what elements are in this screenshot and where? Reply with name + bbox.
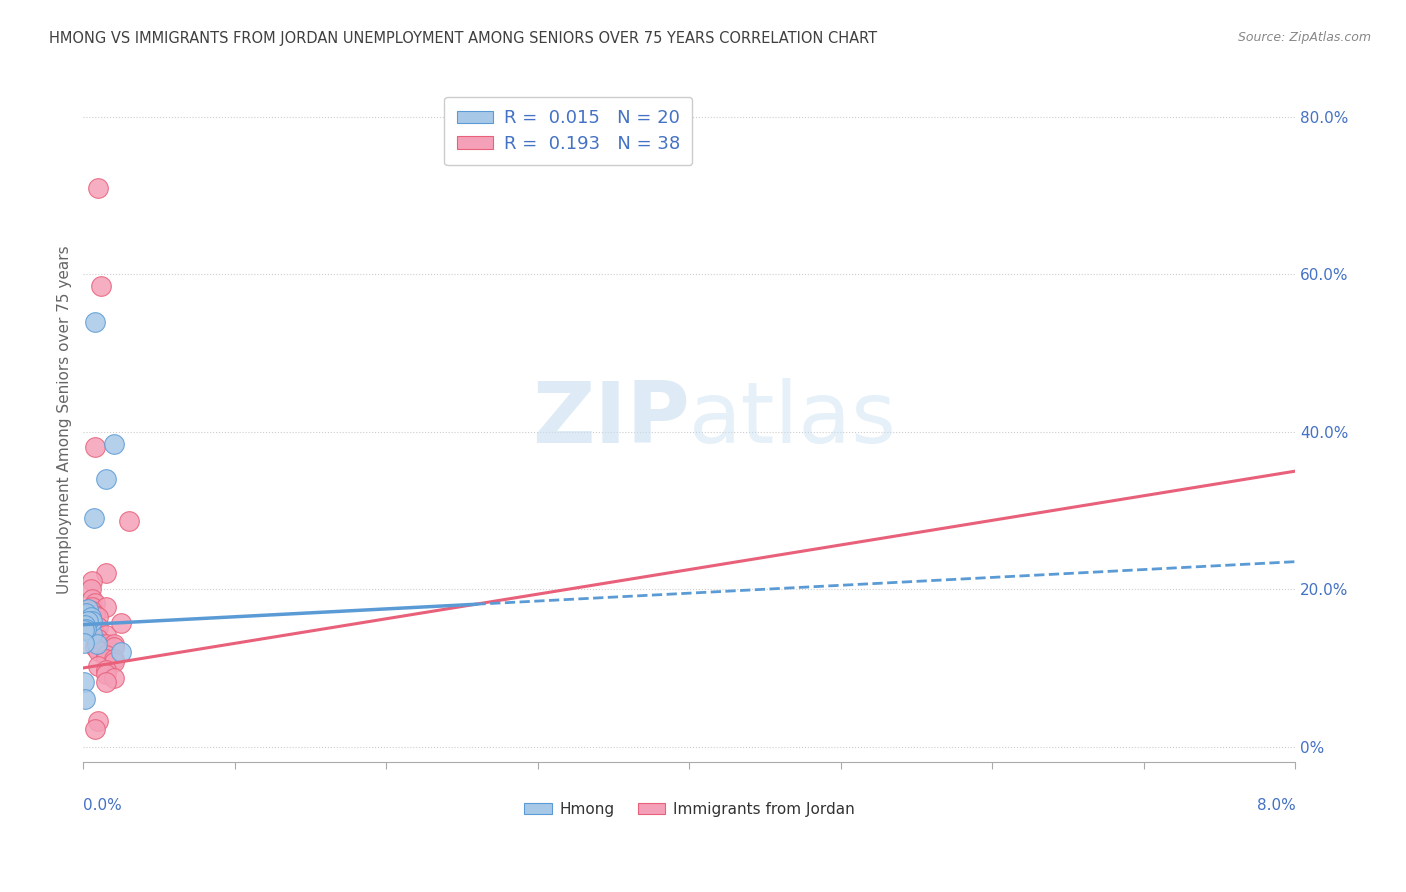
Point <box>73 623 96 637</box>
Point <box>94 566 117 581</box>
Point <box>103 637 125 651</box>
Point <box>94 637 117 651</box>
Point <box>94 667 117 681</box>
Point <box>94 675 117 690</box>
Point <box>87 180 110 194</box>
Point <box>80 582 103 597</box>
Point <box>87 714 110 729</box>
Point <box>82 574 104 589</box>
Point <box>103 651 125 665</box>
Text: atlas: atlas <box>689 378 897 461</box>
Point <box>83 511 105 525</box>
Point <box>84 608 107 623</box>
Point <box>82 599 104 614</box>
Point <box>76 614 98 628</box>
Point <box>84 640 107 654</box>
Point <box>73 617 96 632</box>
Point <box>73 636 96 650</box>
Point <box>86 637 108 651</box>
Point <box>103 656 125 670</box>
Point <box>87 609 110 624</box>
Legend: Hmong, Immigrants from Jordan: Hmong, Immigrants from Jordan <box>519 796 860 823</box>
Point <box>84 314 107 328</box>
Point <box>90 279 112 293</box>
Point <box>87 636 110 650</box>
Point <box>76 602 98 616</box>
Point <box>103 671 125 685</box>
Point <box>110 616 132 631</box>
Point <box>94 651 117 665</box>
Text: HMONG VS IMMIGRANTS FROM JORDAN UNEMPLOYMENT AMONG SENIORS OVER 75 YEARS CORRELA: HMONG VS IMMIGRANTS FROM JORDAN UNEMPLOY… <box>49 31 877 46</box>
Point <box>82 627 104 641</box>
Point <box>118 514 141 528</box>
Point <box>87 632 110 646</box>
Point <box>84 441 107 455</box>
Point <box>94 628 117 642</box>
Point <box>94 663 117 677</box>
Point <box>103 436 125 450</box>
Y-axis label: Unemployment Among Seniors over 75 years: Unemployment Among Seniors over 75 years <box>58 245 72 594</box>
Point <box>87 643 110 657</box>
Point <box>94 472 117 486</box>
Point <box>80 617 103 632</box>
Point <box>82 614 104 628</box>
Text: ZIP: ZIP <box>531 378 689 461</box>
Point <box>73 608 96 623</box>
Point <box>87 659 110 673</box>
Point <box>82 614 104 628</box>
Point <box>103 640 125 654</box>
Point <box>84 723 107 737</box>
Point <box>94 648 117 662</box>
Point <box>82 604 104 618</box>
Text: 0.0%: 0.0% <box>83 798 122 814</box>
Point <box>73 675 96 690</box>
Point <box>76 611 98 625</box>
Point <box>94 599 117 614</box>
Point <box>75 622 97 636</box>
Point <box>80 609 103 624</box>
Text: 8.0%: 8.0% <box>1257 798 1295 814</box>
Point <box>82 591 104 606</box>
Point <box>87 620 110 634</box>
Text: Source: ZipAtlas.com: Source: ZipAtlas.com <box>1237 31 1371 45</box>
Point <box>75 606 97 620</box>
Point <box>110 645 132 659</box>
Point <box>84 627 107 641</box>
Point <box>84 596 107 610</box>
Point <box>73 692 96 706</box>
